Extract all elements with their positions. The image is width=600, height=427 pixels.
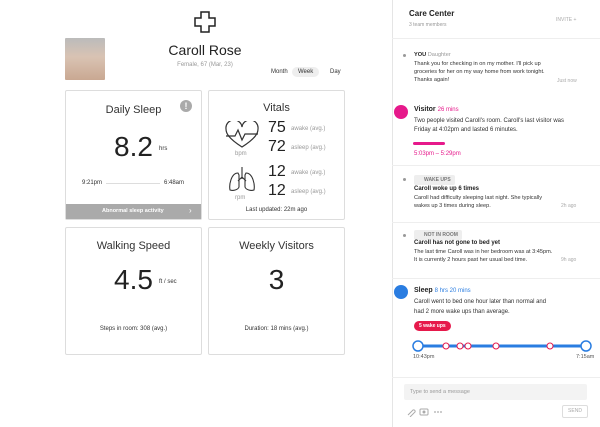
author: Sleep xyxy=(414,287,433,294)
msg-time: 9h ago xyxy=(561,257,577,263)
msg-text: Caroll went to bed one hour later than n… xyxy=(414,299,547,315)
sleep-end: 6:48am xyxy=(164,180,185,186)
resp-awake: 12 xyxy=(268,163,286,180)
asleep-label: asleep (avg.) xyxy=(291,145,326,151)
visitors-note: Duration: 18 mins (avg.) xyxy=(244,326,309,332)
sleep-start: 10:43pm xyxy=(413,354,435,360)
visitors-card[interactable]: Weekly Visitors 3 Duration: 18 mins (avg… xyxy=(208,227,345,355)
heart-awake: 75 xyxy=(268,119,286,136)
care-title: Care Center xyxy=(409,9,455,18)
separator xyxy=(392,278,600,279)
msg-text: The last time Caroll was in her bedroom … xyxy=(414,249,553,263)
chevron: › xyxy=(189,206,192,215)
msg-header: Visitor 26 mins xyxy=(414,106,459,113)
divider xyxy=(392,0,393,427)
msg-text: Thank you for checking in on my mother. … xyxy=(414,61,545,83)
visit-range: 5:03pm – 5:29pm xyxy=(414,151,461,157)
tag: NOT IN ROOM xyxy=(414,230,462,240)
visit-bar xyxy=(413,142,445,145)
care-subtitle: 3 team members xyxy=(409,22,447,28)
vitals-card[interactable]: Vitals bpm 75 awake (avg.) 72 asleep (av… xyxy=(208,90,345,220)
msg-time: 2h ago xyxy=(561,203,577,209)
msg-time: Just now xyxy=(557,78,577,84)
walking-note: Steps in room: 308 (avg.) xyxy=(99,326,168,332)
walking-unit: ft / sec xyxy=(159,279,177,285)
heart-asleep: 72 xyxy=(268,138,286,155)
card-title: Walking Speed xyxy=(96,240,171,252)
sleep-avatar xyxy=(394,285,408,299)
invite-label: INVITE xyxy=(556,17,573,23)
separator xyxy=(392,38,600,39)
visitors-value: 3 xyxy=(268,264,285,295)
heart-unit: bpm xyxy=(235,151,247,157)
logo xyxy=(194,11,216,33)
awake-label: awake (avg.) xyxy=(291,170,326,176)
msg-header: Sleep 8 hrs 20 mins xyxy=(414,287,471,294)
resp-asleep: 12 xyxy=(268,182,286,199)
range-week[interactable]: Week xyxy=(292,67,320,77)
separator xyxy=(392,165,600,166)
alert-bar[interactable]: Abnormal sleep activity › xyxy=(66,204,201,219)
walking-card[interactable]: Walking Speed 4.5 ft / sec Steps in room… xyxy=(65,227,202,355)
range-month[interactable]: Month xyxy=(271,69,288,75)
wake-badge: 5 wake ups xyxy=(414,321,451,331)
visitor-avatar xyxy=(394,105,408,119)
walking-value: 4.5 xyxy=(114,264,153,295)
lungs-icon xyxy=(229,167,255,191)
patient-panel: Caroll Rose Female, 67 (Mar, 23) Month W… xyxy=(65,11,345,355)
sleep-timeline xyxy=(412,340,592,352)
bullet xyxy=(403,178,406,181)
bullet xyxy=(403,234,406,237)
author: YOU xyxy=(414,52,427,58)
resp-unit: rpm xyxy=(235,195,246,201)
alert-text: Abnormal sleep activity xyxy=(102,208,164,214)
patient-details: Female, 67 (Mar, 23) xyxy=(177,62,233,68)
placeholder: Type to send a message xyxy=(410,389,470,395)
awake-label: awake (avg.) xyxy=(291,126,326,132)
patient-name: Caroll Rose xyxy=(168,42,242,58)
message-input[interactable]: Type to send a message xyxy=(404,384,587,400)
sleep-start: 9:21pm xyxy=(82,180,103,186)
asleep-label: asleep (avg.) xyxy=(291,189,326,195)
role: Daughter xyxy=(427,52,451,58)
updated: Last updated: 22m ago xyxy=(245,207,308,213)
sleep-end: 7:15am xyxy=(576,354,595,360)
msg-header: YOU Daughter xyxy=(414,52,451,58)
duration: 26 mins xyxy=(437,107,459,113)
card-title: Weekly Visitors xyxy=(239,240,314,252)
tag: WAKE UPS xyxy=(414,175,455,185)
author: Visitor xyxy=(414,106,436,113)
send-button[interactable]: SEND xyxy=(562,405,588,418)
range-day[interactable]: Day xyxy=(330,69,341,75)
avatar-photo xyxy=(65,38,105,80)
info-icon[interactable]: ! xyxy=(180,100,192,112)
invite-button[interactable]: INVITE + xyxy=(556,17,577,23)
card-title: Vitals xyxy=(263,102,290,114)
msg-heading: Caroll has not gone to bed yet xyxy=(414,240,501,246)
separator xyxy=(392,222,600,223)
msg-heading: Caroll woke up 6 times xyxy=(414,186,480,192)
daily-sleep-card[interactable]: Daily Sleep ! 8.2 hrs 9:21pm 6:48am Abno… xyxy=(65,90,202,220)
heart-icon xyxy=(225,121,259,148)
sleep-line xyxy=(106,183,160,184)
bullet xyxy=(403,54,406,57)
sleep-value: 8.2 xyxy=(114,131,153,162)
card-title: Daily Sleep xyxy=(105,104,162,116)
msg-text: Caroll had difficulty sleeping last nigh… xyxy=(414,195,543,209)
sleep-unit: hrs xyxy=(159,146,168,152)
composer-icons[interactable] xyxy=(406,407,446,417)
msg-text: Two people visited Caroll's room. Caroll… xyxy=(414,118,565,133)
duration: 8 hrs 20 mins xyxy=(434,288,471,294)
separator xyxy=(392,377,600,378)
